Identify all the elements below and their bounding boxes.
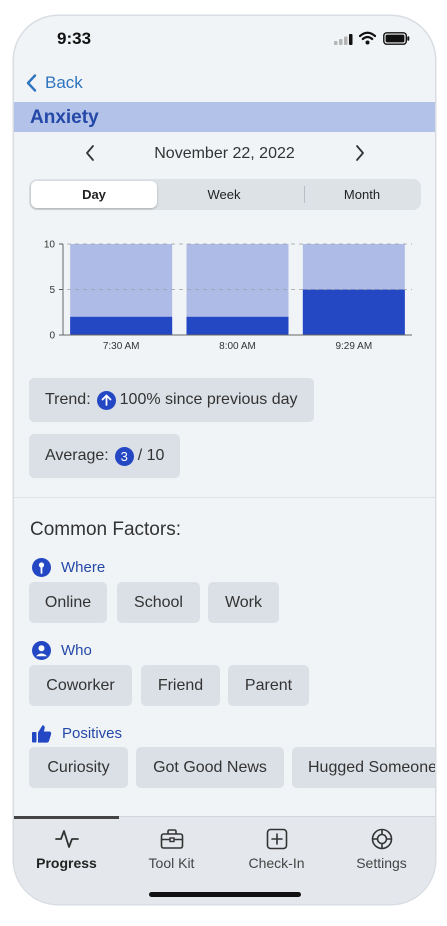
factor-chip-hugged-someone[interactable]: Hugged Someone <box>292 747 435 788</box>
date-navigator: November 22, 2022 <box>14 140 435 168</box>
period-selector: Day Week Month <box>29 179 421 210</box>
tab-bar: Progress Tool Kit Check-In <box>14 816 435 904</box>
segment-day[interactable]: Day <box>31 181 157 208</box>
x-tick-label: 7:30 AM <box>103 341 140 352</box>
current-date: November 22, 2022 <box>154 145 295 162</box>
y-tick-label: 0 <box>49 331 55 342</box>
average-suffix: / 10 <box>137 447 165 464</box>
tab-progress-label: Progress <box>36 855 97 871</box>
factor-chip-school[interactable]: School <box>117 582 200 623</box>
battery-icon <box>383 32 410 45</box>
segment-month[interactable]: Month <box>343 187 381 202</box>
group-header-where: Where <box>32 557 105 577</box>
group-label-positives: Positives <box>62 724 123 742</box>
arrow-up-icon <box>96 390 116 410</box>
tab-tool-kit[interactable]: Tool Kit <box>119 817 224 887</box>
home-indicator <box>149 892 301 897</box>
x-tick-label: 9:29 AM <box>335 341 372 352</box>
tab-check-in-label: Check-In <box>248 855 305 871</box>
group-label-where: Where <box>61 558 106 576</box>
y-tick-label: 5 <box>49 285 55 296</box>
group-label-who: Who <box>61 641 92 659</box>
factor-chip-online[interactable]: Online <box>29 582 107 623</box>
trend-text: 100% since previous day <box>119 391 298 408</box>
title-band: Anxiety <box>14 102 435 132</box>
previous-date-button[interactable] <box>84 144 96 162</box>
y-tick-label: 10 <box>44 240 56 251</box>
x-tick-label: 8:00 AM <box>219 341 256 352</box>
factor-chip-curiosity[interactable]: Curiosity <box>29 747 128 788</box>
section-divider <box>14 497 435 498</box>
back-button[interactable]: Back <box>26 71 83 95</box>
factor-chip-got-good-news[interactable]: Got Good News <box>136 747 284 788</box>
person-icon <box>32 640 51 660</box>
factor-chip-work[interactable]: Work <box>208 582 279 623</box>
common-factors-title: Common Factors: <box>30 519 181 540</box>
active-tab-indicator <box>14 816 119 819</box>
factor-chip-coworker[interactable]: Coworker <box>29 665 132 706</box>
bar-value-1 <box>186 316 289 335</box>
average-card: Average: 3 / 10 <box>29 434 181 478</box>
anxiety-bar-chart: 7:30 AM 8:00 AM 9:29 AM 0 5 10 <box>44 240 412 352</box>
tab-progress[interactable]: Progress <box>14 817 119 887</box>
trend-card: Trend: 100% since previous day <box>29 378 314 422</box>
plus-square-icon <box>266 828 288 850</box>
chevron-left-icon <box>26 74 37 92</box>
factor-chip-parent[interactable]: Parent <box>228 665 309 706</box>
tab-check-in[interactable]: Check-In <box>224 817 329 887</box>
segment-week[interactable]: Week <box>207 187 241 202</box>
average-value-badge: 3 <box>114 446 134 466</box>
gear-icon <box>371 828 393 850</box>
cellular-signal-icon <box>334 34 353 45</box>
bar-value-2 <box>302 289 405 335</box>
next-date-button[interactable] <box>354 144 366 162</box>
group-header-who: Who <box>32 640 92 660</box>
wifi-icon <box>359 31 376 45</box>
group-header-positives: Positives <box>32 723 122 743</box>
pulse-icon <box>55 830 79 848</box>
tab-settings-label: Settings <box>356 855 407 871</box>
average-label: Average: <box>45 447 109 464</box>
thumbs-up-icon <box>32 724 52 743</box>
phone-screen: 9:33 Back Anxiety November 22, 20 <box>14 16 435 904</box>
location-pin-icon <box>32 557 51 577</box>
tab-tool-kit-label: Tool Kit <box>148 855 195 871</box>
status-bar: 9:33 <box>14 16 435 60</box>
segment-divider <box>304 186 305 203</box>
tab-settings[interactable]: Settings <box>329 817 434 887</box>
trend-label: Trend: <box>45 391 91 408</box>
bar-value-0 <box>70 316 173 335</box>
back-label: Back <box>45 73 83 92</box>
factor-chip-friend[interactable]: Friend <box>141 665 220 706</box>
status-time: 9:33 <box>57 29 92 48</box>
page-title: Anxiety <box>30 107 99 128</box>
toolbox-icon <box>160 829 184 849</box>
